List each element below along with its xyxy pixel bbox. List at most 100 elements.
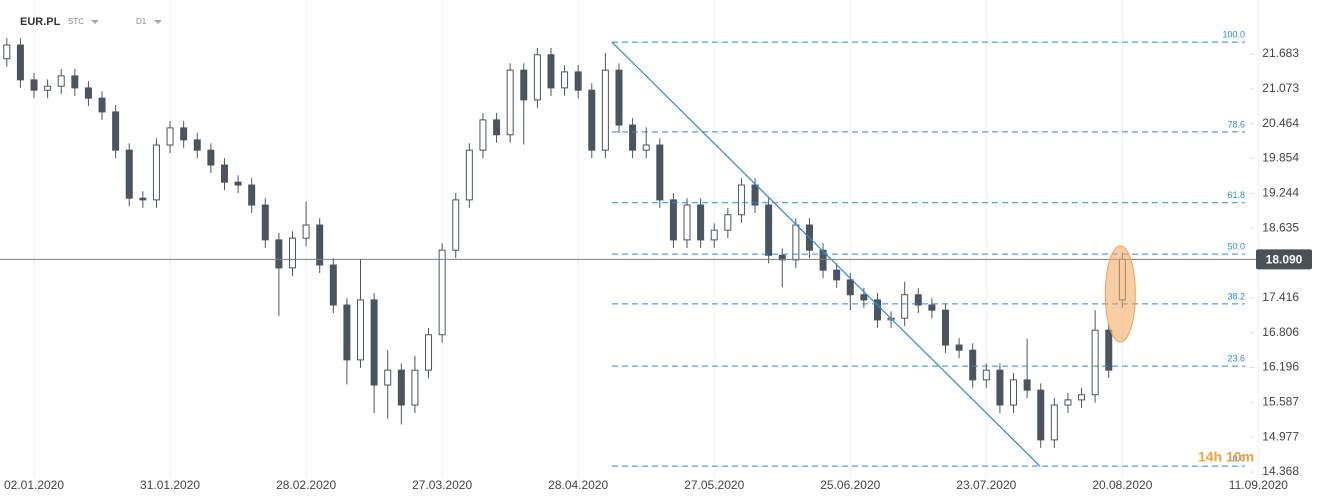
fib-label: 50.0: [1227, 242, 1245, 252]
candle-body: [982, 369, 990, 381]
symbol[interactable]: EUR.PL: [20, 16, 61, 28]
candle-body: [819, 249, 827, 271]
x-tick-label: 28.02.2020: [276, 478, 336, 492]
candle-body: [411, 369, 419, 406]
candle-body: [139, 197, 147, 201]
x-tick-label: 28.04.2020: [548, 478, 608, 492]
candle-body: [1023, 379, 1031, 391]
candle-body: [506, 69, 514, 136]
y-tick-label: 18.635: [1262, 220, 1299, 234]
y-tick-label: 21.073: [1262, 81, 1299, 95]
x-tick-label: 11.09.2020: [1229, 478, 1288, 492]
y-tick-label: 14.977: [1262, 429, 1299, 443]
candle-body: [84, 87, 92, 99]
candle-body: [329, 264, 337, 306]
candle-body: [357, 299, 365, 361]
fib-trend-line: [611, 41, 1041, 467]
candle-body: [493, 119, 501, 136]
x-tick-label: 31.01.2020: [140, 478, 200, 492]
countdown: 14h 10m: [1198, 449, 1254, 465]
candle-body: [765, 204, 773, 256]
x-tick-label: 02.01.2020: [4, 478, 64, 492]
current-price-label: 18.090: [1266, 252, 1303, 266]
candle-body: [955, 344, 963, 351]
interval[interactable]: D1: [136, 17, 147, 26]
candle-body: [152, 144, 160, 201]
candle-body: [533, 54, 541, 101]
candle-body: [220, 164, 228, 183]
candle-body: [479, 119, 487, 151]
fib-label: 38.2: [1227, 291, 1245, 301]
candle-body: [683, 204, 691, 241]
x-tick-label: 20.08.2020: [1092, 478, 1152, 492]
candle-body: [71, 75, 79, 89]
candle-body: [1078, 394, 1086, 401]
x-tick-label: 25.06.2020: [820, 478, 880, 492]
candle-body: [724, 214, 732, 231]
market[interactable]: STC: [68, 17, 84, 26]
candle-body: [125, 149, 133, 199]
candle-body: [996, 369, 1004, 406]
candle-body: [642, 144, 650, 151]
current-price-box: [1256, 249, 1312, 270]
candle-body: [248, 184, 256, 206]
x-tick-label: 27.03.2020: [412, 478, 472, 492]
candle-body: [288, 237, 296, 269]
candle-body: [465, 149, 473, 201]
candle-body: [316, 224, 324, 266]
y-tick-label: 16.196: [1262, 360, 1299, 374]
candle-body: [44, 85, 52, 91]
candle-body: [928, 304, 936, 311]
candle-body: [370, 299, 378, 386]
dropdown-caret[interactable]: [154, 20, 162, 24]
candle-body: [193, 139, 201, 151]
candle-body: [275, 239, 283, 269]
candle-body: [873, 299, 881, 321]
candle-body: [207, 149, 215, 166]
candle-body: [1091, 329, 1099, 396]
candle-body: [180, 127, 188, 141]
x-tick-label: 23.07.2020: [956, 478, 1016, 492]
candle-body: [112, 111, 120, 151]
candle-body: [302, 224, 310, 239]
candle-body: [397, 369, 405, 406]
candle-body: [16, 44, 24, 81]
candle-body: [669, 199, 677, 241]
candle-body: [914, 294, 922, 306]
candle-body: [166, 127, 174, 146]
highlight: [1104, 245, 1136, 343]
candle-body: [425, 334, 433, 371]
candle-body: [969, 349, 977, 381]
candle-body: [941, 309, 949, 346]
candle-body: [629, 124, 637, 151]
x-tick-label: 27.05.2020: [684, 478, 744, 492]
fib-label: 100.0: [1222, 30, 1245, 40]
candle-body: [343, 304, 351, 361]
y-tick-label: 19.854: [1262, 151, 1299, 165]
candle-body: [547, 54, 555, 89]
candle-body: [833, 269, 841, 281]
candle-body: [1105, 329, 1113, 371]
candle-body: [697, 204, 705, 241]
candle-body: [520, 69, 528, 101]
candle-body: [601, 69, 609, 151]
y-tick-label: 21.683: [1262, 46, 1299, 60]
candle-body: [452, 199, 460, 251]
y-tick-label: 16.806: [1262, 325, 1299, 339]
candle-body: [860, 294, 868, 301]
candle-body: [656, 144, 664, 201]
candle-body: [615, 69, 623, 126]
candle-body: [234, 181, 242, 186]
fib-label: 23.6: [1227, 354, 1245, 364]
candle-body: [1050, 404, 1058, 441]
candle-body: [778, 254, 786, 261]
fib-label: 0.0: [1232, 454, 1245, 464]
candle-body: [588, 89, 596, 151]
candle-body: [384, 369, 392, 386]
y-tick-label: 20.464: [1262, 116, 1299, 130]
candle-body: [561, 71, 569, 89]
dropdown-caret[interactable]: [91, 20, 99, 24]
candle-body: [30, 79, 38, 91]
